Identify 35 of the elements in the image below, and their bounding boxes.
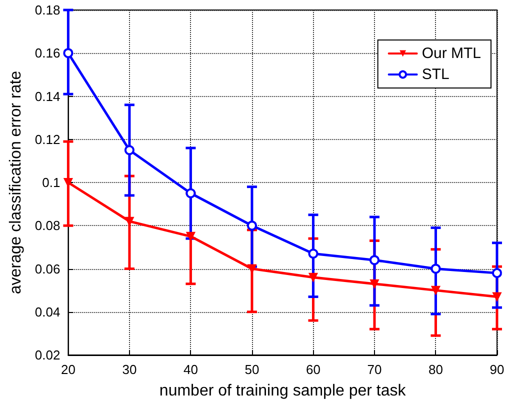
y-tick-label: 0.18 — [34, 2, 60, 18]
y-tick-label: 0.14 — [34, 88, 60, 104]
point — [431, 286, 440, 295]
x-tick-label: 20 — [60, 362, 76, 377]
x-tick-label: 60 — [306, 362, 320, 377]
y-axis-title: average classification error rate — [8, 70, 24, 294]
point — [124, 145, 134, 156]
x-axis-title: number of training sample per task — [159, 382, 407, 400]
point — [430, 264, 441, 274]
y-tick-label: 0.16 — [34, 46, 60, 61]
y-tick-label: 0.12 — [34, 132, 60, 147]
point — [492, 292, 502, 302]
point — [492, 268, 502, 278]
point — [370, 279, 379, 288]
x-tick-label: 50 — [244, 362, 260, 377]
point — [64, 178, 73, 187]
x-tick-label: 90 — [490, 362, 504, 377]
legend-label: STL — [422, 66, 450, 83]
y-tick-label: 0.04 — [34, 304, 60, 320]
x-tick-label: 70 — [367, 362, 382, 377]
y-tick-label: 0.02 — [34, 348, 60, 362]
y-tick-label: 0.1 — [42, 175, 60, 190]
point — [369, 255, 380, 266]
point — [186, 232, 196, 241]
point — [186, 188, 196, 198]
y-tick-label: 0.08 — [34, 218, 60, 234]
legend-label: Our MTL — [422, 45, 482, 62]
x-tick-label: 80 — [428, 362, 443, 377]
point — [246, 220, 257, 231]
point — [63, 48, 74, 58]
x-tick-label: 40 — [183, 362, 198, 377]
y-tick-label: 0.06 — [34, 261, 60, 276]
point — [308, 272, 318, 282]
x-tick-label: 30 — [122, 362, 137, 377]
point — [308, 248, 318, 259]
